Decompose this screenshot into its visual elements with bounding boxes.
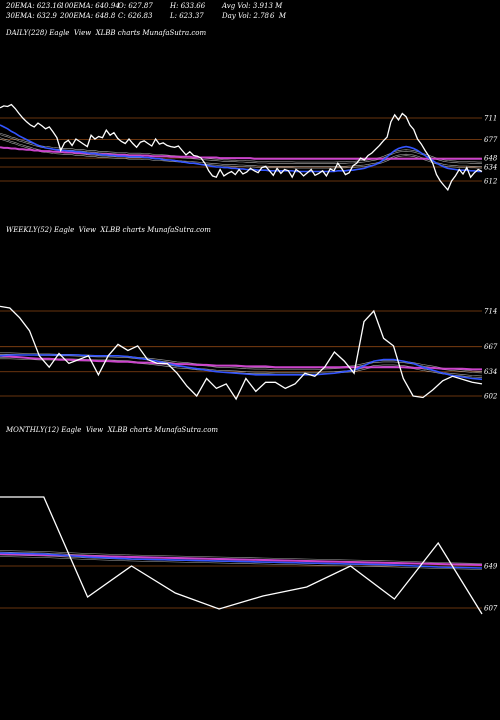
daily-tick-label: 677 [484, 136, 498, 144]
daily-ema-slow-line [0, 146, 482, 160]
daily-ma-strand [0, 138, 482, 169]
weekly-tick-label: 602 [484, 393, 498, 401]
monthly-panel: 649 607 [0, 496, 498, 615]
monthly-ema-fast-line [0, 552, 483, 569]
weekly-ema-slow-line [0, 354, 482, 371]
header-open: O: 627.87 [118, 2, 153, 10]
weekly-panel-title: WEEKLY(52) Eagle View XLBB charts Munafa… [6, 226, 211, 234]
daily-ema-fast-line [0, 124, 482, 173]
header-avg-vol: Avg Vol: 3.913 M [222, 2, 283, 10]
daily-tick-label: 612 [484, 178, 498, 186]
weekly-ma-strand [0, 353, 483, 374]
daily-ma-strand [0, 132, 482, 163]
monthly-price-line [0, 496, 483, 615]
monthly-ma-strand [0, 550, 483, 564]
daily-tick-label: 711 [484, 115, 497, 123]
monthly-tick-label: 649 [484, 563, 498, 571]
weekly-tick-label: 634 [484, 368, 497, 376]
header-day-vol: Day Vol: 2.78 [222, 12, 270, 20]
monthly-ma-strand [0, 556, 483, 570]
header-high: H: 633.66 [170, 2, 206, 10]
weekly-ema-fast-line [0, 354, 483, 381]
daily-price-line [0, 103, 483, 192]
header-day-vol-unit: 6 M [270, 12, 287, 20]
monthly-tick-label: 607 [484, 605, 498, 613]
daily-ma-strand [0, 134, 482, 164]
header-ema-30: 30EMA: 632.9 [6, 12, 57, 20]
daily-panel-title: DAILY(228) Eagle View XLBB charts Munafa… [6, 29, 207, 37]
header-close: C: 626.83 [118, 12, 153, 20]
weekly-panel: 714 667 634 602 [0, 305, 498, 401]
header-ema-200: 200EMA: 648.8 [60, 12, 116, 20]
monthly-panel-title: MONTHLY(12) Eagle View XLBB charts Munaf… [6, 426, 219, 434]
weekly-tick-label: 667 [484, 343, 498, 351]
header-low: L: 623.37 [170, 12, 204, 20]
header-ema-20: 20EMA: 623.16 [6, 2, 62, 10]
daily-tick-label: 648 [484, 155, 498, 163]
weekly-tick-label: 714 [484, 308, 497, 316]
daily-tick-label: 634 [484, 164, 497, 172]
weekly-price-line [0, 305, 483, 401]
header-ema-100: 100EMA: 640.94 [60, 2, 120, 10]
